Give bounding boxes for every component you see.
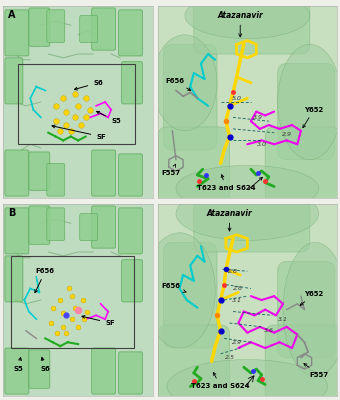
FancyBboxPatch shape <box>92 150 116 196</box>
Text: B: B <box>8 208 15 218</box>
FancyBboxPatch shape <box>92 8 116 50</box>
FancyBboxPatch shape <box>194 0 310 54</box>
Ellipse shape <box>144 233 215 348</box>
FancyBboxPatch shape <box>158 127 230 204</box>
Ellipse shape <box>176 187 319 240</box>
FancyBboxPatch shape <box>5 150 29 196</box>
FancyBboxPatch shape <box>265 325 340 400</box>
FancyBboxPatch shape <box>29 350 50 388</box>
FancyBboxPatch shape <box>47 164 65 196</box>
FancyBboxPatch shape <box>278 64 335 160</box>
Text: 5.0: 5.0 <box>232 96 242 101</box>
Text: 3.6: 3.6 <box>264 328 274 333</box>
Text: S6: S6 <box>74 80 103 90</box>
FancyBboxPatch shape <box>122 62 142 104</box>
FancyBboxPatch shape <box>29 206 50 244</box>
Text: F656: F656 <box>35 268 55 293</box>
Ellipse shape <box>185 0 310 39</box>
Ellipse shape <box>176 165 319 212</box>
Text: 2.6: 2.6 <box>234 286 243 291</box>
Bar <box>18 64 135 144</box>
Text: S6: S6 <box>40 358 50 372</box>
FancyBboxPatch shape <box>194 190 310 252</box>
FancyBboxPatch shape <box>164 242 217 348</box>
Ellipse shape <box>278 44 340 160</box>
Text: SF: SF <box>82 316 115 326</box>
Text: 3.1: 3.1 <box>232 298 242 302</box>
FancyBboxPatch shape <box>92 348 116 394</box>
FancyBboxPatch shape <box>265 127 340 204</box>
FancyBboxPatch shape <box>119 154 142 196</box>
Text: F557: F557 <box>162 164 181 176</box>
Text: 3.1: 3.1 <box>278 317 288 322</box>
Text: 2.9: 2.9 <box>232 340 242 345</box>
Text: 2.8: 2.8 <box>228 269 238 274</box>
Text: S5: S5 <box>14 358 23 372</box>
FancyBboxPatch shape <box>158 325 230 400</box>
FancyBboxPatch shape <box>92 206 116 248</box>
Text: A: A <box>8 10 15 20</box>
FancyBboxPatch shape <box>119 352 142 394</box>
FancyBboxPatch shape <box>122 260 142 302</box>
FancyBboxPatch shape <box>80 16 98 42</box>
FancyBboxPatch shape <box>47 10 65 42</box>
FancyBboxPatch shape <box>47 208 65 240</box>
Text: Y652: Y652 <box>300 291 324 305</box>
FancyBboxPatch shape <box>5 208 29 254</box>
FancyBboxPatch shape <box>5 256 23 302</box>
Ellipse shape <box>283 242 340 377</box>
Text: S5: S5 <box>97 112 121 124</box>
Text: 3.9: 3.9 <box>253 115 263 120</box>
Ellipse shape <box>153 35 217 131</box>
FancyBboxPatch shape <box>164 44 217 150</box>
FancyBboxPatch shape <box>119 10 142 56</box>
Text: F557: F557 <box>304 364 329 378</box>
FancyBboxPatch shape <box>119 208 142 254</box>
FancyBboxPatch shape <box>5 348 29 394</box>
Text: 2.9: 2.9 <box>282 132 292 137</box>
Text: 3.0: 3.0 <box>257 142 267 147</box>
Text: Y652: Y652 <box>303 107 324 128</box>
Bar <box>11 256 134 348</box>
FancyBboxPatch shape <box>80 214 98 240</box>
Text: 2.5: 2.5 <box>224 355 235 360</box>
Text: Atazanavir: Atazanavir <box>217 10 263 37</box>
Text: F656: F656 <box>162 284 186 292</box>
FancyBboxPatch shape <box>29 152 50 190</box>
FancyBboxPatch shape <box>29 8 50 46</box>
FancyBboxPatch shape <box>5 58 23 104</box>
Text: SF: SF <box>52 125 106 140</box>
Text: T623 and S624: T623 and S624 <box>197 175 255 191</box>
Text: F656: F656 <box>165 78 191 90</box>
Text: T623 and S624: T623 and S624 <box>191 372 250 389</box>
FancyBboxPatch shape <box>5 10 29 56</box>
Ellipse shape <box>167 360 328 400</box>
FancyBboxPatch shape <box>278 262 335 358</box>
Text: Atazanavir: Atazanavir <box>207 208 252 231</box>
